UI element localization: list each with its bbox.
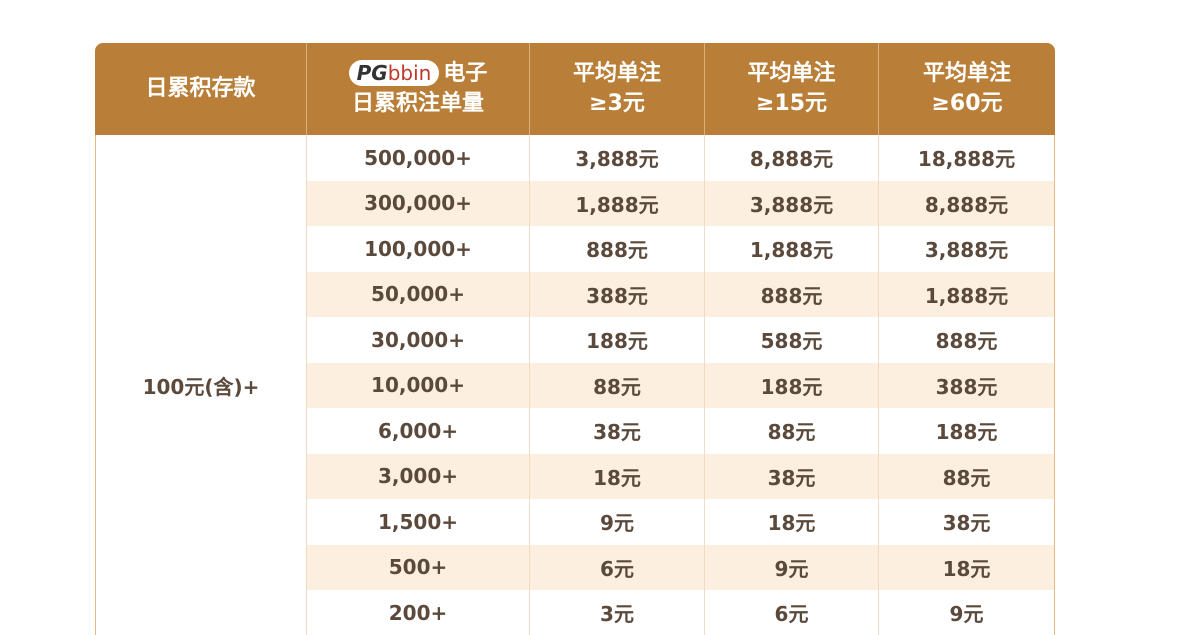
reward-cell: 18元: [530, 453, 705, 499]
reward-cell: 9元: [530, 499, 705, 545]
reward-cell: 188元: [705, 362, 879, 408]
reward-cell: 18,888元: [879, 135, 1055, 181]
header-cell: 日累积存款: [95, 43, 307, 135]
reward-cell: 888元: [530, 226, 705, 272]
reward-cell: 888元: [705, 271, 879, 317]
reward-table: 日累积存款 PGbbin 电子 日累积注单量 100元(含)+ 平均单注 ≥3元 平均…: [95, 43, 1055, 635]
deposit-cell: 100元(含)+: [95, 135, 307, 635]
reward-cell: 18元: [879, 544, 1055, 590]
logo-bbin: bbin: [387, 61, 432, 85]
header-tier-line2: ≥60元: [931, 91, 1003, 116]
header-tier-line2: ≥3元: [589, 91, 645, 116]
header-cell: 平均单注 ≥60元: [879, 43, 1055, 135]
volume-cell: 3,000+: [307, 453, 530, 499]
reward-cell: 388元: [530, 271, 705, 317]
header-cell: PGbbin 电子 日累积注单量: [307, 43, 530, 135]
deposit-value: 100元(含)+: [142, 374, 260, 399]
volume-cell: 500+: [307, 544, 530, 590]
volume-cell: 500,000+: [307, 135, 530, 181]
reward-cell: 388元: [879, 362, 1055, 408]
reward-cell: 188元: [530, 317, 705, 363]
reward-cell: 8,888元: [879, 180, 1055, 226]
volume-cell: 1,500+: [307, 499, 530, 545]
reward-cell: 38元: [879, 499, 1055, 545]
reward-cell: 1,888元: [530, 180, 705, 226]
reward-cell: 8,888元: [705, 135, 879, 181]
reward-cell: 3,888元: [705, 180, 879, 226]
logo-pg: PG: [356, 61, 388, 85]
header-tier-line1: 平均单注: [747, 61, 836, 86]
reward-cell: 88元: [879, 453, 1055, 499]
volume-cell: 30,000+: [307, 317, 530, 363]
reward-cell: 588元: [705, 317, 879, 363]
reward-cell: 188元: [879, 408, 1055, 454]
logo: PGbbin: [348, 60, 440, 86]
header-cell: 平均单注 ≥3元: [530, 43, 705, 135]
reward-cell: 9元: [879, 590, 1055, 635]
reward-cell: 9元: [705, 544, 879, 590]
reward-cell: 38元: [530, 408, 705, 454]
volume-cell: 200+: [307, 590, 530, 635]
reward-cell: 88元: [705, 408, 879, 454]
volume-cell: 50,000+: [307, 271, 530, 317]
header-tier-line2: ≥15元: [755, 91, 828, 116]
volume-cell: 100,000+: [307, 226, 530, 272]
volume-cell: 10,000+: [307, 362, 530, 408]
header-deposit: 日累积存款: [145, 76, 256, 101]
reward-cell: 1,888元: [705, 226, 879, 272]
header-game: 电子: [443, 61, 488, 86]
reward-cell: 88元: [530, 362, 705, 408]
header-tier-line1: 平均单注: [572, 61, 661, 86]
reward-cell: 6元: [705, 590, 879, 635]
header-logo-line: PGbbin 电子: [348, 59, 488, 89]
reward-cell: 18元: [705, 499, 879, 545]
reward-cell: 6元: [530, 544, 705, 590]
reward-cell: 38元: [705, 453, 879, 499]
header-volume: 日累积注单量: [351, 91, 484, 116]
reward-cell: 3,888元: [879, 226, 1055, 272]
volume-cell: 6,000+: [307, 408, 530, 454]
volume-cell: 300,000+: [307, 180, 530, 226]
reward-cell: 3元: [530, 590, 705, 635]
header-tier-line1: 平均单注: [922, 61, 1011, 86]
reward-cell: 1,888元: [879, 271, 1055, 317]
reward-cell: 888元: [879, 317, 1055, 363]
header-cell: 平均单注 ≥15元: [705, 43, 879, 135]
reward-cell: 3,888元: [530, 135, 705, 181]
